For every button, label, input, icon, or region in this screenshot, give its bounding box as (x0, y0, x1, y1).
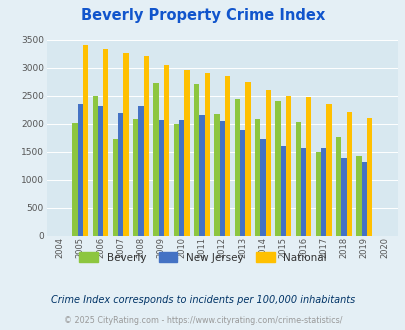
Bar (300, 148, 305, 236)
Bar (335, 137, 341, 236)
Bar (305, 97, 311, 236)
Bar (341, 158, 346, 236)
Bar (356, 156, 361, 236)
Bar (280, 146, 285, 236)
Bar (184, 70, 189, 236)
Bar (214, 114, 219, 236)
Bar (204, 73, 209, 236)
Bar (113, 139, 118, 236)
Text: Beverly Property Crime Index: Beverly Property Crime Index (81, 8, 324, 23)
Bar (77, 104, 83, 236)
Bar (143, 56, 149, 236)
Bar (361, 162, 366, 236)
Bar (254, 119, 260, 236)
Bar (72, 123, 77, 236)
Bar (326, 104, 331, 236)
Bar (173, 124, 179, 236)
Bar (260, 140, 265, 236)
Bar (224, 76, 230, 236)
Bar (83, 45, 88, 236)
Bar (265, 90, 270, 236)
Bar (194, 84, 199, 236)
Bar (366, 117, 371, 236)
Bar (219, 121, 224, 236)
Bar (98, 106, 103, 236)
Bar (320, 148, 326, 236)
Bar (275, 101, 280, 236)
Bar (346, 112, 351, 236)
Bar (153, 83, 158, 236)
Bar (158, 120, 164, 236)
Bar (285, 96, 290, 236)
Bar (315, 152, 320, 236)
Bar (245, 82, 250, 236)
Bar (295, 122, 300, 236)
Bar (239, 130, 245, 236)
Bar (179, 120, 184, 236)
Bar (118, 113, 123, 236)
Bar (234, 99, 239, 236)
Bar (133, 119, 138, 236)
Bar (123, 53, 128, 236)
Bar (103, 49, 108, 236)
Legend: Beverly, New Jersey, National: Beverly, New Jersey, National (75, 248, 330, 267)
Bar (92, 96, 98, 236)
Bar (138, 106, 143, 236)
Text: Crime Index corresponds to incidents per 100,000 inhabitants: Crime Index corresponds to incidents per… (51, 295, 354, 305)
Bar (199, 115, 204, 236)
Text: © 2025 CityRating.com - https://www.cityrating.com/crime-statistics/: © 2025 CityRating.com - https://www.city… (64, 316, 341, 325)
Bar (164, 65, 169, 236)
